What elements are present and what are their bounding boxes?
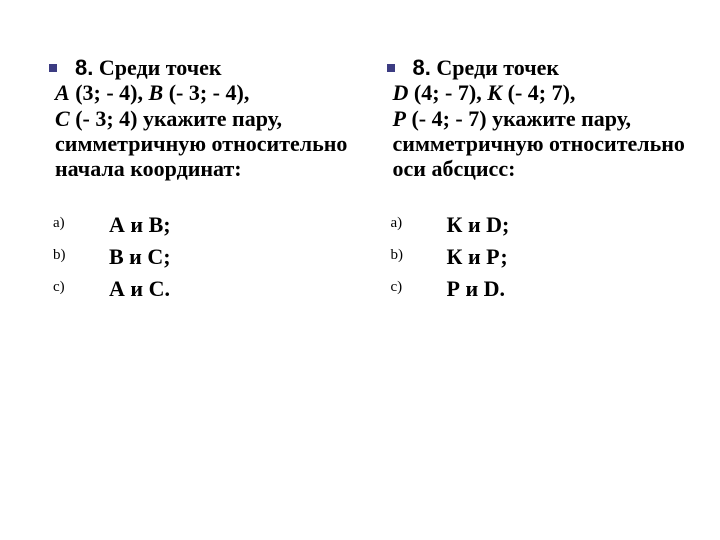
- right-point-d-coords: (4; - 7),: [414, 80, 487, 105]
- left-option-c: А и С.: [47, 273, 353, 305]
- bullet-square-icon: [387, 64, 395, 72]
- left-point-b-coords: (- 3; - 4),: [169, 80, 250, 105]
- left-option-b: В и С;: [47, 241, 353, 273]
- right-option-c-text: Р и D.: [447, 276, 506, 301]
- right-point-d: D: [393, 80, 414, 105]
- left-lead-line2: А (3; - 4), В (- 3; - 4),: [55, 80, 353, 105]
- right-option-c: Р и D.: [385, 273, 691, 305]
- slide: 8. Среди точек А (3; - 4), В (- 3; - 4),…: [0, 0, 720, 540]
- right-point-k: К: [487, 80, 507, 105]
- right-number: 8.: [413, 55, 431, 80]
- right-lead-first: Среди точек: [431, 55, 559, 80]
- right-option-b: К и Р;: [385, 241, 691, 273]
- right-lead-line3: Р (- 4; - 7) укажите пару, симметричную …: [393, 106, 691, 182]
- left-point-a-coords: (3; - 4),: [75, 80, 148, 105]
- left-option-b-text: В и С;: [109, 244, 171, 269]
- left-point-b: В: [149, 80, 169, 105]
- left-options: А и В; В и С; А и С.: [35, 209, 353, 305]
- right-option-a-text: К и D;: [447, 212, 510, 237]
- right-option-a: К и D;: [385, 209, 691, 241]
- right-column: 8. Среди точек D (4; - 7), К (- 4; 7), Р…: [363, 55, 691, 510]
- left-option-a: А и В;: [47, 209, 353, 241]
- right-option-b-text: К и Р;: [447, 244, 508, 269]
- left-option-a-text: А и В;: [109, 212, 171, 237]
- bullet-square-icon: [49, 64, 57, 72]
- left-column: 8. Среди точек А (3; - 4), В (- 3; - 4),…: [35, 55, 363, 510]
- right-point-p: Р: [393, 106, 412, 131]
- right-point-k-coords: (- 4; 7),: [508, 80, 576, 105]
- left-number: 8.: [75, 55, 93, 80]
- left-lead-line3: С (- 3; 4) укажите пару, симметричную от…: [55, 106, 353, 182]
- left-lead-first: Среди точек: [93, 55, 221, 80]
- left-point-a: А: [55, 80, 75, 105]
- right-question: 8. Среди точек D (4; - 7), К (- 4; 7), Р…: [373, 55, 691, 181]
- left-point-c-rest: (- 3; 4) укажите пару, симметричную отно…: [55, 106, 347, 182]
- right-lead-line2: D (4; - 7), К (- 4; 7),: [393, 80, 691, 105]
- left-question: 8. Среди точек А (3; - 4), В (- 3; - 4),…: [35, 55, 353, 181]
- left-option-c-text: А и С.: [109, 276, 170, 301]
- right-point-p-rest: (- 4; - 7) укажите пару, симметричную от…: [393, 106, 685, 182]
- left-point-c: С: [55, 106, 75, 131]
- right-options: К и D; К и Р; Р и D.: [373, 209, 691, 305]
